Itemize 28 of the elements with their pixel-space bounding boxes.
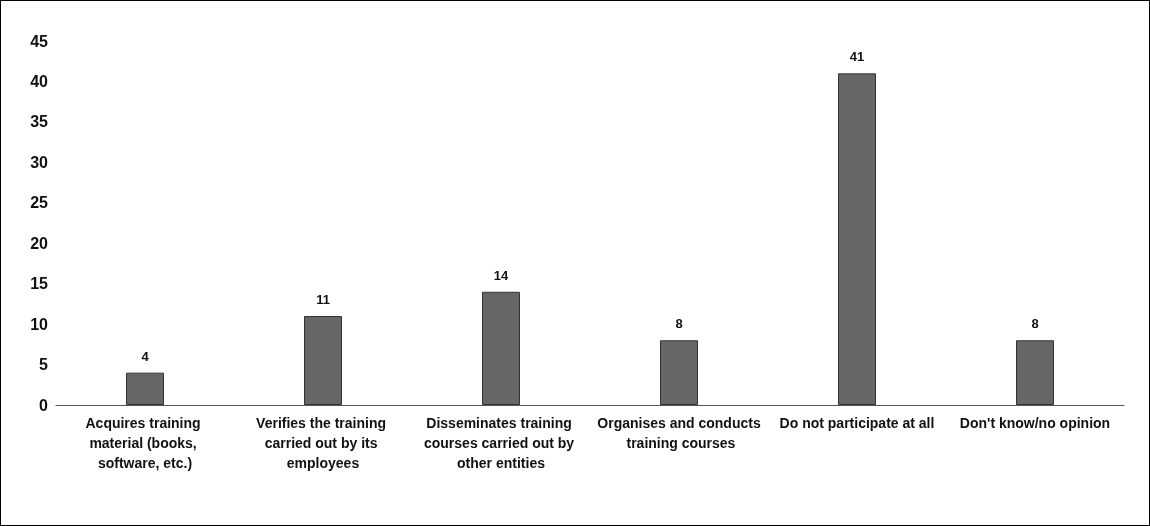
bar: [838, 73, 876, 405]
x-tick-label: Verifies the training carried out by its employees: [256, 415, 390, 471]
y-tick-label: 25: [30, 194, 49, 212]
data-label: 14: [493, 267, 509, 283]
y-tick-label: 5: [39, 356, 49, 374]
x-tick-label: Don't know/no opinion: [959, 415, 1111, 431]
data-label: 11: [316, 292, 330, 308]
y-tick-label: 35: [30, 113, 49, 131]
bar: [1016, 340, 1054, 405]
x-tick-label: Do not participate at all: [779, 415, 935, 431]
x-tick-label: Acquires training material (books, software, etc.): [85, 415, 205, 471]
bar: [482, 291, 520, 405]
data-label: 8: [675, 316, 683, 332]
data-label: 41: [849, 49, 865, 65]
y-tick-label: 45: [30, 32, 49, 50]
y-tick-label: 20: [30, 234, 49, 252]
data-label: 4: [141, 348, 150, 364]
x-tick-label: Disseminates training courses carried out by other entities: [423, 415, 579, 471]
y-tick-label: 0: [39, 396, 49, 414]
y-tick-label: 30: [30, 153, 49, 171]
x-tick-label: Organises and conducts training courses: [597, 415, 761, 451]
data-label: 8: [1031, 316, 1039, 332]
y-tick-label: 15: [30, 275, 49, 293]
y-tick-label: 40: [30, 72, 49, 90]
y-tick-label: 10: [30, 315, 49, 333]
bar: [660, 340, 698, 405]
bar: [126, 372, 164, 405]
bar: [304, 316, 342, 405]
